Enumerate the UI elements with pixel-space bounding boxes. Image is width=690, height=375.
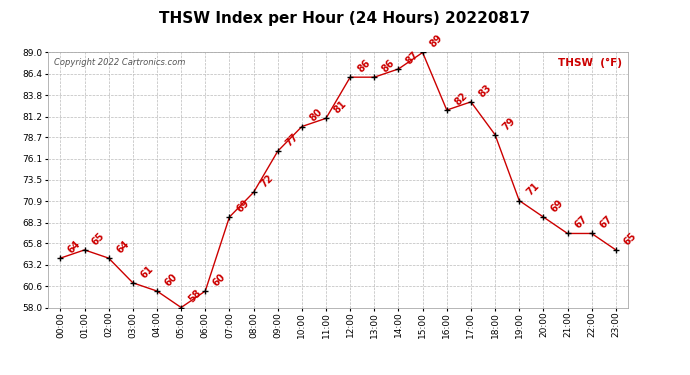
Text: 86: 86 — [356, 58, 373, 74]
Text: 64: 64 — [66, 239, 83, 255]
Text: 65: 65 — [622, 231, 638, 247]
Text: 82: 82 — [453, 91, 469, 107]
Text: 60: 60 — [163, 272, 179, 288]
Text: 69: 69 — [549, 198, 566, 214]
Text: 81: 81 — [332, 99, 348, 116]
Text: THSW  (°F): THSW (°F) — [558, 58, 622, 68]
Text: 79: 79 — [501, 116, 518, 132]
Text: 60: 60 — [211, 272, 228, 288]
Text: 89: 89 — [428, 33, 445, 50]
Text: 67: 67 — [598, 214, 614, 231]
Text: 72: 72 — [259, 173, 276, 189]
Text: 87: 87 — [404, 50, 421, 66]
Text: 86: 86 — [380, 58, 397, 74]
Text: 65: 65 — [90, 231, 107, 247]
Text: 67: 67 — [573, 214, 590, 231]
Text: 64: 64 — [115, 239, 131, 255]
Text: 77: 77 — [284, 132, 300, 148]
Text: 71: 71 — [525, 181, 542, 198]
Text: 83: 83 — [477, 82, 493, 99]
Text: 61: 61 — [139, 263, 155, 280]
Text: 58: 58 — [187, 288, 204, 305]
Text: Copyright 2022 Cartronics.com: Copyright 2022 Cartronics.com — [54, 58, 186, 67]
Text: 69: 69 — [235, 198, 252, 214]
Text: THSW Index per Hour (24 Hours) 20220817: THSW Index per Hour (24 Hours) 20220817 — [159, 11, 531, 26]
Text: 80: 80 — [308, 107, 324, 124]
